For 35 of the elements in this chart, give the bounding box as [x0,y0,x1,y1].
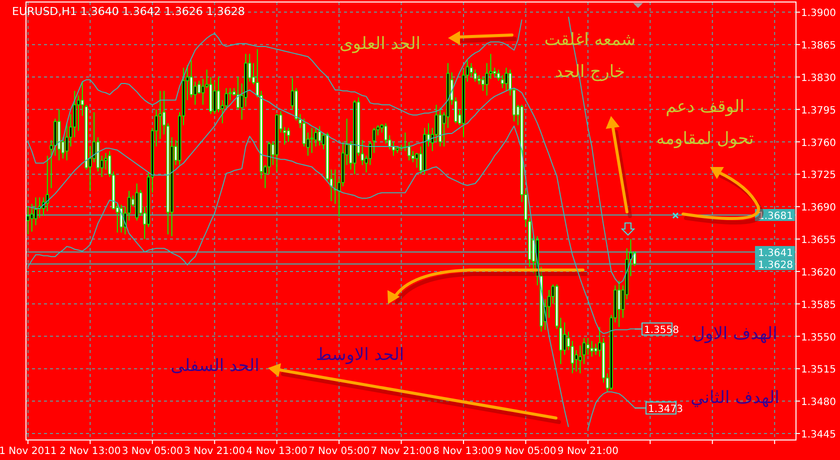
x-tick-label: 3 Nov 05:00 [122,446,183,457]
y-tick-label: 1.3865 [801,40,836,52]
x-tick-label: 7 Nov 21:00 [370,446,432,457]
y-tick-label: 1.3690 [801,202,836,214]
y-tick-label: 1.3480 [801,397,836,408]
x-tick-label: 3 Nov 21:00 [184,446,246,457]
x-tick-label: 1 Nov 2011 [0,446,57,457]
ref-label: 1.3628 [755,258,795,272]
ref-line-label: 1.3681 [758,210,793,222]
ref-label: 1.3641 [755,246,795,260]
x-tick-label: 9 Nov 21:00 [557,446,618,457]
x-tick-label: 2 Nov 13:00 [60,446,121,457]
y-tick-label: 1.3445 [801,430,836,441]
y-tick-label: 1.3550 [801,332,836,344]
ref-line-label: 1.3628 [758,260,793,272]
y-tick-label: 1.3830 [801,73,836,84]
annotation: الحد السفلى [170,356,260,376]
x-tick-label: 4 Nov 13:00 [246,446,308,457]
annotation: الحد العلوى [339,34,421,54]
y-tick-label: 1.3585 [801,300,836,311]
x-tick-label: 7 Nov 05:00 [308,446,370,457]
y-tick-label: 1.3620 [801,267,836,278]
y-tick-label: 1.3515 [801,364,836,376]
y-tick-label: 1.3760 [801,138,836,149]
text: الهدف الثاني [690,388,780,408]
text: الهدف الاول [692,324,778,344]
ref-line-label: 1.3641 [758,248,793,260]
y-tick-label: 1.3725 [801,170,836,182]
y-tick-label: 1.3795 [801,105,836,116]
y-tick-label: 1.3900 [801,8,836,20]
x-tick-label: 9 Nov 05:00 [495,446,556,457]
y-tick-label: 1.3655 [801,235,836,246]
annotation: الحد الاوسط [316,345,404,365]
x-tick-label: 8 Nov 13:00 [432,446,494,457]
text: الوقف دعم تحول لمقاومه [656,97,754,149]
